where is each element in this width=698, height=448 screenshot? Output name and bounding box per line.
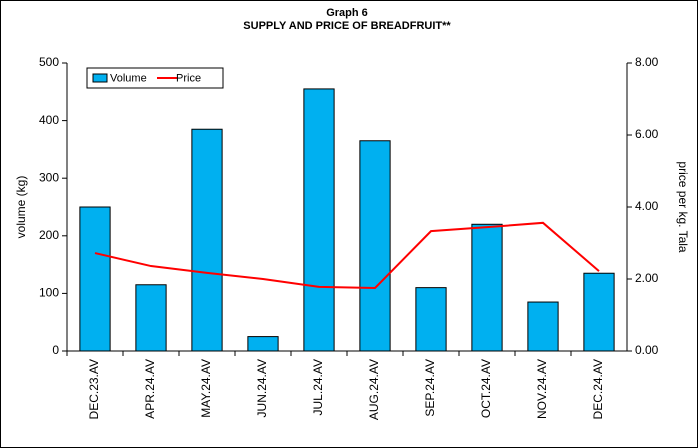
price-line	[94, 221, 600, 290]
x-tick-label: SEP.24.AV	[423, 359, 437, 417]
legend-label: Volume	[110, 72, 147, 84]
bar	[191, 128, 223, 352]
x-tick-label: NOV.24.AV	[535, 359, 549, 419]
y-axis-label: volume (kg)	[14, 176, 28, 239]
y-tick-label: 200	[39, 228, 59, 242]
legend-label: Price	[176, 72, 201, 84]
bar	[303, 88, 335, 352]
bar	[527, 301, 559, 352]
x-tick-label: JUL.24.AV	[311, 359, 325, 415]
y-tick-label: 300	[39, 170, 59, 184]
legend-swatch	[92, 73, 108, 83]
x-tick-label: DEC.23.AV	[87, 359, 101, 419]
bar	[79, 206, 111, 352]
legend-box	[86, 67, 224, 89]
y2-tick-label: 2.00	[635, 271, 659, 285]
x-tick-label: AUG.24.AV	[367, 359, 381, 420]
y2-tick-label: 6.00	[635, 127, 659, 141]
y-tick-label: 400	[39, 113, 59, 127]
bar	[415, 287, 447, 352]
y2-tick-label: 8.00	[635, 55, 659, 69]
bar	[583, 272, 615, 352]
y2-tick-label: 4.00	[635, 199, 659, 213]
x-tick-label: DEC.24.AV	[591, 359, 605, 419]
y2-tick-label: 0.00	[635, 343, 659, 357]
x-tick-label: APR.24.AV	[143, 359, 157, 419]
x-tick-label: MAY.24.AV	[199, 359, 213, 418]
x-tick-label: JUN.24.AV	[255, 359, 269, 417]
chart-subtitle: SUPPLY AND PRICE OF BREADFRUIT**	[243, 20, 451, 32]
y2-axis-label: price per kg. Tala	[676, 161, 690, 252]
bar	[135, 284, 167, 352]
bar	[247, 336, 279, 352]
chart-title: Graph 6	[326, 7, 368, 19]
y-tick-label: 500	[39, 55, 59, 69]
bar	[471, 223, 503, 352]
y-tick-label: 100	[39, 286, 59, 300]
x-tick-label: OCT.24.AV	[479, 359, 493, 418]
y-tick-label: 0	[52, 343, 59, 357]
bar	[359, 140, 391, 352]
